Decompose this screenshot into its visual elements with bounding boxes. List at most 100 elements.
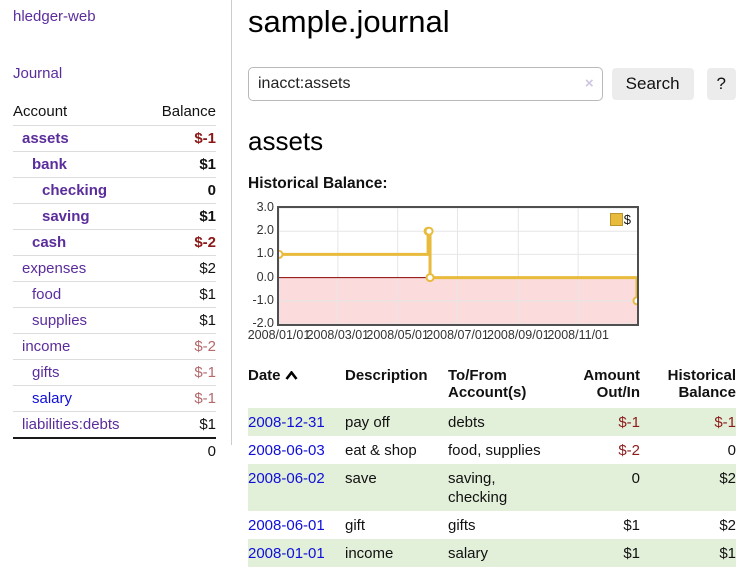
- clear-search-icon[interactable]: ×: [584, 75, 594, 92]
- sidebar: hledger-web Journal Account Balance asse…: [0, 0, 232, 464]
- x-axis-tick-label: 2008/11/01: [547, 328, 609, 342]
- account-link-salary[interactable]: salary: [32, 390, 73, 407]
- x-axis-tick-label: 2008/03/01: [306, 328, 370, 342]
- accounts-header-row: Account Balance: [13, 99, 216, 126]
- search-input[interactable]: [248, 67, 603, 101]
- register-row[interactable]: 2008-06-02 save saving, checking 0 $2: [248, 464, 736, 511]
- transaction-description: eat & shop: [345, 442, 417, 459]
- account-link-gifts[interactable]: gifts: [32, 364, 60, 381]
- account-balance: 0: [147, 177, 216, 204]
- transaction-amount: $1: [623, 545, 640, 562]
- search-button[interactable]: Search: [611, 68, 694, 100]
- transaction-description: gift: [345, 517, 366, 534]
- transaction-accounts: gifts: [448, 517, 476, 534]
- transaction-date-link[interactable]: 2008-01-01: [248, 545, 325, 562]
- transaction-accounts: salary: [448, 545, 489, 562]
- register-table: Date Description To/From Account(s) Amou…: [248, 365, 736, 567]
- transaction-description: income: [345, 545, 394, 562]
- account-row-assets: assets $-1: [13, 125, 216, 152]
- sort-ascending-icon: [284, 367, 298, 384]
- page-title: sample.journal: [248, 4, 450, 39]
- transaction-amount: $-1: [618, 414, 640, 431]
- transaction-balance: $-1: [714, 414, 736, 431]
- search-form: × Search ?: [248, 67, 736, 101]
- account-link-bank[interactable]: bank: [32, 156, 68, 173]
- account-link-assets[interactable]: assets: [22, 130, 69, 147]
- col-date[interactable]: Date: [248, 365, 345, 408]
- chart-legend: $: [609, 212, 631, 227]
- transaction-date-link[interactable]: 2008-06-02: [248, 470, 325, 487]
- y-axis-tick-label: 3.0: [256, 200, 274, 214]
- account-row-checking: checking 0: [13, 177, 216, 204]
- historical-balance-chart: $ 3.0 2.0 1.0 0.0 -1.0 -2.0: [248, 200, 736, 330]
- account-link-food[interactable]: food: [32, 286, 62, 303]
- account-row-bank: bank $1: [13, 151, 216, 178]
- transaction-date-link[interactable]: 2008-12-31: [248, 414, 325, 431]
- account-row-income: income $-2: [13, 333, 216, 360]
- y-axis-tick-label: 2.0: [256, 223, 274, 238]
- accounts-col-account: Account: [13, 103, 68, 120]
- account-row-salary: salary $-1: [13, 385, 216, 412]
- x-axis-tick-label: 2008/09/01: [487, 328, 550, 342]
- account-link-saving[interactable]: saving: [42, 208, 90, 225]
- legend-label: $: [623, 212, 631, 227]
- app-title-link[interactable]: hledger-web: [13, 8, 96, 25]
- y-axis-tick-label: -2.0: [252, 316, 274, 330]
- chart-plot-area: $: [277, 206, 639, 326]
- search-help-button[interactable]: ?: [706, 68, 736, 100]
- register-header-row: Date Description To/From Account(s) Amou…: [248, 365, 736, 408]
- col-balance: Historical Balance: [667, 367, 736, 401]
- account-balance: $1: [147, 151, 216, 178]
- register-row[interactable]: 2008-06-03 eat & shop food, supplies $-2…: [248, 436, 736, 464]
- main-content: sample.journal × Search ? assets Histori…: [248, 0, 736, 567]
- register-row[interactable]: 2008-06-01 gift gifts $1 $2: [248, 511, 736, 539]
- transaction-accounts: debts: [448, 414, 485, 431]
- account-row-cash: cash $-2: [13, 229, 216, 256]
- account-link-supplies[interactable]: supplies: [32, 312, 88, 329]
- accounts-col-balance: Balance: [161, 103, 216, 120]
- transaction-balance: $2: [719, 517, 736, 534]
- account-link-checking[interactable]: checking: [42, 182, 108, 199]
- transaction-amount: $1: [623, 517, 640, 534]
- transaction-description: pay off: [345, 414, 390, 431]
- account-row-food: food $1: [13, 281, 216, 308]
- account-row-saving: saving $1: [13, 203, 216, 230]
- y-axis-tick-label: 1.0: [256, 246, 274, 261]
- accounts-total-value: 0: [147, 437, 216, 464]
- account-balance: $-1: [147, 385, 216, 412]
- account-balance: $1: [147, 203, 216, 230]
- legend-swatch-icon: [609, 213, 623, 226]
- accounts-total-row: 0: [13, 437, 216, 464]
- accounts-table: Account Balance assets $-1 bank $1 check…: [13, 99, 216, 464]
- account-balance: $-2: [147, 333, 216, 360]
- sidebar-item-journal[interactable]: Journal: [13, 65, 63, 82]
- balance-chart-svg: [279, 208, 637, 324]
- account-balance: $-2: [147, 229, 216, 256]
- col-amount: Amount Out/In: [583, 367, 640, 401]
- transaction-balance: $1: [719, 545, 736, 562]
- account-row-liabilities-debts: liabilities:debts $1: [13, 411, 216, 438]
- account-balance: $2: [147, 255, 216, 282]
- account-balance: $1: [147, 307, 216, 334]
- transaction-amount: $-2: [618, 442, 640, 459]
- col-account: To/From Account(s): [448, 367, 527, 401]
- account-link-income[interactable]: income: [22, 338, 71, 355]
- transaction-accounts: food, supplies: [448, 442, 541, 459]
- account-balance: $1: [147, 411, 216, 438]
- account-link-liabilities-debts[interactable]: liabilities:debts: [22, 416, 120, 433]
- transaction-date-link[interactable]: 2008-06-01: [248, 517, 325, 534]
- transaction-accounts: saving, checking: [448, 470, 508, 506]
- transaction-amount: 0: [631, 470, 640, 487]
- y-axis-tick-label: -1.0: [252, 292, 274, 307]
- account-link-cash[interactable]: cash: [32, 234, 67, 251]
- account-link-expenses[interactable]: expenses: [22, 260, 87, 277]
- x-axis-tick-label: 2008/05/01: [366, 328, 429, 342]
- transaction-date-link[interactable]: 2008-06-03: [248, 442, 325, 459]
- col-description: Description: [345, 367, 428, 384]
- register-row[interactable]: 2008-01-01 income salary $1 $1: [248, 539, 736, 567]
- x-axis-labels: 2008/01/01 2008/03/01 2008/05/01 2008/07/01…: [248, 328, 736, 346]
- chart-section-label: Historical Balance:: [248, 175, 388, 192]
- register-row[interactable]: 2008-12-31 pay off debts $-1 $-1: [248, 408, 736, 436]
- x-axis-tick-label: 2008/07/01: [426, 328, 489, 342]
- transaction-description: save: [345, 470, 377, 487]
